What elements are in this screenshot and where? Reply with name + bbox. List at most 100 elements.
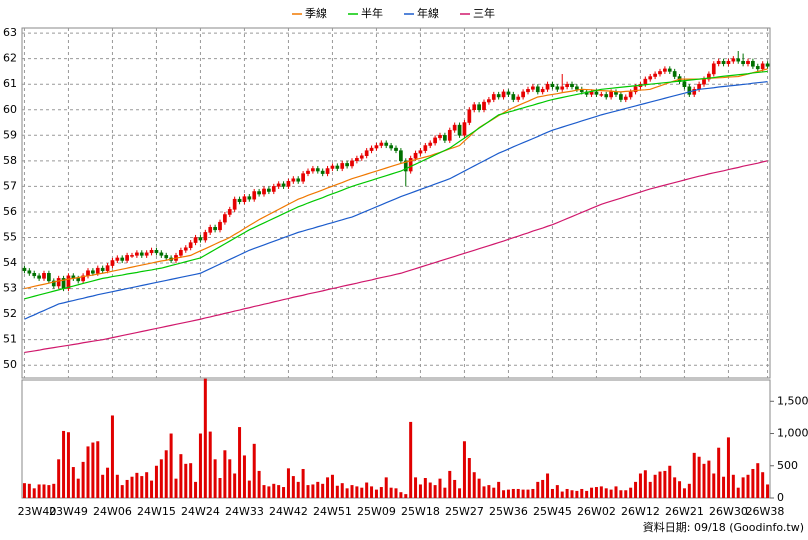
volume-bar: [330, 474, 334, 498]
x-tick-label: 26W21: [665, 505, 704, 518]
candle-body: [692, 89, 697, 95]
volume-bar: [423, 478, 427, 498]
candle-body: [76, 278, 81, 282]
candle-body: [643, 78, 648, 85]
volume-bar: [81, 461, 85, 498]
candle-body: [232, 198, 237, 210]
y-tick-label: 500: [777, 459, 798, 472]
volume-bar: [673, 477, 677, 498]
candle-body: [721, 60, 726, 65]
volume-bar: [594, 487, 598, 498]
volume-bar: [462, 441, 466, 498]
candle-body: [619, 94, 623, 100]
candle-body: [105, 265, 110, 271]
volume-bar: [27, 483, 31, 498]
candle-body: [746, 60, 750, 65]
volume-bar: [541, 479, 545, 498]
volume-bar: [409, 421, 413, 498]
candle-body: [462, 122, 467, 136]
volume-bar: [638, 473, 642, 498]
volume-bar: [726, 437, 730, 498]
volume-bar: [697, 456, 701, 498]
x-tick-label: 24W42: [269, 505, 308, 518]
candle-body: [550, 83, 555, 88]
candle-body: [276, 183, 281, 187]
candle-body: [223, 214, 227, 223]
volume-bar: [189, 463, 193, 498]
candle-body: [447, 129, 452, 141]
candle-body: [51, 280, 56, 287]
volume-bar: [91, 442, 95, 498]
y-tick-label: 58: [3, 154, 17, 167]
volume-bar: [184, 463, 188, 498]
volume-bar: [761, 472, 765, 498]
volume-bar: [47, 485, 51, 498]
volume-bar: [438, 478, 442, 498]
candle-body: [443, 135, 447, 141]
candle-body: [144, 252, 149, 256]
volume-bar: [746, 474, 750, 498]
candle-body: [374, 145, 379, 149]
volume-bar: [580, 488, 584, 498]
volume-bar: [282, 487, 286, 498]
volume-bar: [565, 488, 569, 498]
y-tick-label: 60: [3, 103, 17, 116]
candle-body: [369, 147, 374, 151]
volume-bar: [511, 488, 515, 498]
x-tick-label: 26W30: [709, 505, 748, 518]
candle-body: [320, 170, 325, 174]
volume-bar: [482, 486, 486, 498]
candle-body: [560, 86, 565, 90]
candle-body: [403, 160, 408, 172]
volume-bar: [492, 487, 496, 498]
candle-body: [540, 89, 545, 93]
candle-body: [707, 73, 711, 80]
candle-body: [306, 170, 310, 174]
volume-bar: [404, 494, 408, 498]
candle-body: [589, 91, 594, 95]
candle-body: [741, 60, 745, 65]
volume-bar: [106, 467, 110, 498]
volume-bar: [555, 485, 559, 498]
volume-bar: [130, 476, 134, 498]
candle-body: [604, 94, 609, 98]
volume-bar: [433, 485, 437, 498]
volume-bar: [179, 454, 183, 498]
candle-body: [457, 124, 462, 136]
y-tick-label: 1,500: [777, 394, 808, 407]
volume-bar: [570, 490, 574, 498]
volume-bar: [531, 488, 535, 498]
candle-body: [125, 255, 129, 261]
volume-bar: [614, 486, 618, 498]
volume-bar: [311, 484, 315, 498]
volume-bar: [502, 490, 506, 498]
candle-body: [330, 165, 335, 169]
candle-body: [335, 165, 340, 169]
volume-bar: [458, 488, 462, 498]
y-tick-label: 61: [3, 77, 17, 90]
volume-bar: [629, 487, 633, 498]
candle-body: [482, 101, 486, 111]
volume-bar: [394, 488, 398, 498]
candle-body: [271, 186, 276, 192]
volume-bar: [707, 460, 711, 498]
candle-body: [188, 242, 193, 248]
x-tick-label: 24W33: [225, 505, 264, 518]
candle-body: [325, 168, 330, 174]
y-tick-label: 53: [3, 282, 17, 295]
candle-body: [623, 96, 628, 100]
candle-body: [399, 150, 403, 162]
volume-bar: [335, 485, 339, 498]
volume-bar: [443, 487, 447, 498]
candle-body: [648, 76, 653, 80]
candle-body: [32, 273, 37, 277]
volume-bar: [345, 488, 349, 498]
volume-bar: [682, 488, 686, 498]
candle-body: [262, 188, 266, 195]
volume-bar: [624, 490, 628, 498]
candle-body: [301, 173, 305, 182]
ma-line: [24, 70, 768, 300]
candle-body: [164, 255, 169, 259]
volume-bar: [198, 433, 202, 498]
x-tick-label: 24W24: [181, 505, 220, 518]
